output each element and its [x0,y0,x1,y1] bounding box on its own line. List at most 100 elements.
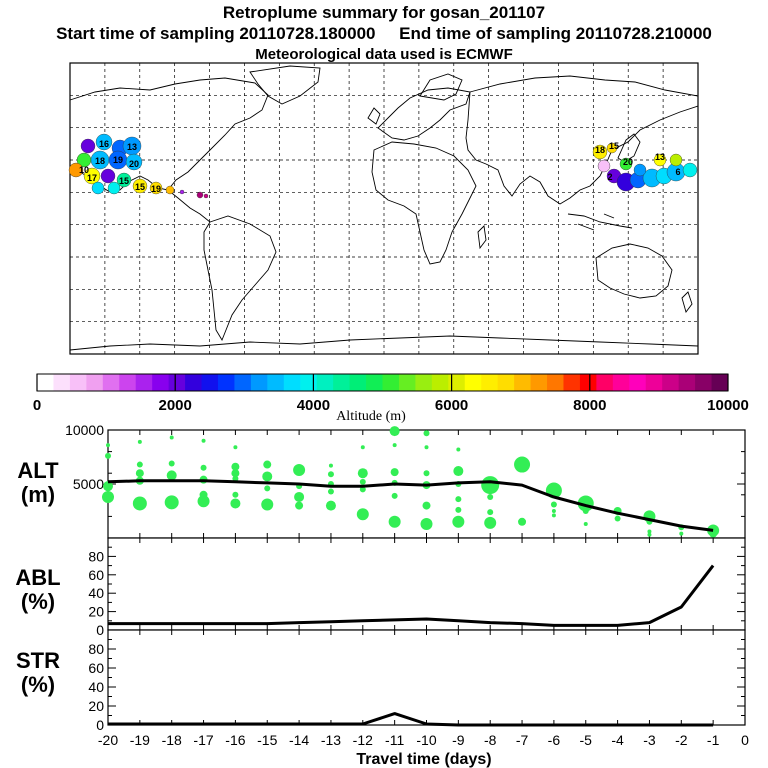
panel-y-tick-label: 0 [96,717,104,733]
x-tick-label: -17 [193,732,213,748]
alt-scatter-point [106,443,110,448]
x-tick-label: -15 [257,732,277,748]
x-tick-label: -14 [289,732,309,748]
x-axis-label: Travel time (days) [356,751,491,768]
alt-scatter-point [455,506,462,513]
colorbar-swatch [119,374,137,391]
alt-scatter-point [197,495,210,508]
coast-scandinavia [419,73,463,101]
panel-y-tick-label: 10000 [65,422,104,438]
alt-scatter-point [487,509,494,516]
colorbar-tick-label: 2000 [159,397,192,414]
plume-label: 15 [609,141,619,151]
colorbar-swatch [497,374,515,391]
panel-y-tick-label: 0 [96,622,104,638]
colorbar-swatch [102,374,120,391]
plume-label: 17 [87,173,97,183]
alt-scatter-point [423,470,430,477]
abl-ylabel-line1: ABL [15,565,60,590]
colorbar-swatch [234,374,252,391]
panel-y-tick-label: 60 [88,567,104,583]
colorbar-swatch [250,374,268,391]
colorbar-swatch [316,374,334,391]
alt-scatter-point [392,443,397,448]
alt-scatter-point [551,513,556,518]
colorbar-swatch [514,374,531,391]
plume-circle [91,181,105,195]
x-tick-label: -5 [580,732,593,748]
alt-scatter-point [484,516,497,529]
plume-label: 13 [655,152,665,162]
x-tick-label: 0 [741,732,749,748]
colorbar-swatch [596,374,614,391]
alt-scatter-point [264,485,271,492]
colorbar-swatch [579,374,597,391]
series-line-str [108,712,714,727]
coast-indonesia [567,213,633,231]
panel-frame [107,629,746,726]
alt-scatter-point [169,435,174,440]
alt-scatter-point [452,515,465,528]
alt-scatter-point [647,532,652,537]
colorbar-swatch [217,374,235,391]
colorbar-swatch [612,374,630,391]
alt-scatter-point [424,445,429,450]
x-tick-label: -6 [548,732,561,748]
alt-scatter-point [327,471,334,478]
series-line-abl [108,564,715,627]
alt-scatter-point [453,466,464,477]
panel-y-tick-label: 80 [88,641,104,657]
altitude-colorbar: 0 2000 4000 6000 8000 10000 [33,373,749,414]
panel-frame [107,537,746,631]
abl-ylabel-line2: (%) [21,589,55,614]
panel-y-tick-label: 20 [88,604,104,620]
panel-y-tick-label: 80 [88,548,104,564]
colorbar-swatch [37,374,54,391]
alt-scatter-point [164,495,179,510]
plume-circle [669,153,683,167]
x-tick-label: -10 [416,732,436,748]
x-tick-label: -3 [643,732,656,748]
altitude-panel: 5000 10000 [65,422,746,539]
colorbar-swatch [547,374,564,391]
plume-label: 2 [607,172,612,182]
plume-label: 16 [99,139,109,149]
plume-circle [619,157,633,171]
plume-circle [125,153,143,171]
series-line-alt [107,479,714,532]
chart-title: Retroplume summary for gosan_201107 [222,3,546,22]
plume-circle [606,142,618,154]
alt-scatter-point [201,438,206,443]
coast-madagascar [477,225,487,250]
alt-scatter-point [390,468,399,477]
coast-british-isles [367,107,381,125]
alt-scatter-point [391,492,398,499]
colorbar-swatch [201,374,219,391]
plume-circle [203,193,209,199]
colorbar-swatch [53,374,71,391]
alt-scatter-point [455,496,462,503]
x-tick-label: -1 [707,732,720,748]
alt-scatter-point [293,463,306,476]
x-tick-label: -13 [321,732,341,748]
alt-scatter-point [709,529,718,538]
x-tick-label: -18 [162,732,182,748]
colorbar-swatch [349,374,367,391]
map-gridlines [70,63,698,354]
alt-scatter-point [325,500,336,511]
alt-scatter-point [137,439,142,444]
alt-scatter-point [614,515,621,522]
plume-label: 18 [595,145,605,155]
colorbar-label: Altitude (m) [336,409,406,424]
alt-scatter-point [263,460,272,469]
alt-scatter-point [262,471,273,482]
plume-label: 18 [95,156,105,166]
coast-japan [617,133,641,163]
coast-new-zealand [681,291,693,313]
colorbar-tick-label: 8000 [573,397,606,414]
alt-scatter-point [359,478,366,485]
colorbar-swatch [629,374,647,391]
colorbar-swatch [152,374,170,391]
plume-label: 13 [127,142,137,152]
plume-circle [83,167,101,185]
